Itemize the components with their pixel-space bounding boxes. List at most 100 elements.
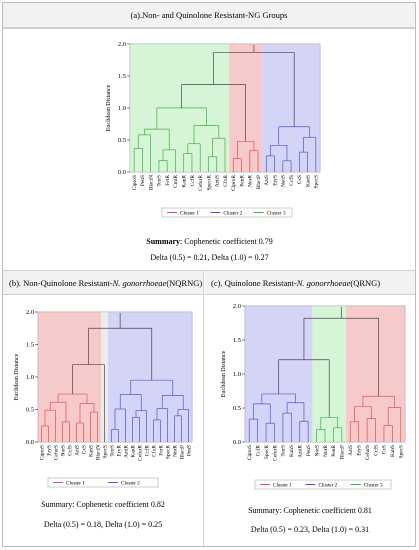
leaf-label: NorR xyxy=(248,175,254,187)
legend-label: Cluster 3 xyxy=(364,483,383,489)
divider xyxy=(203,271,204,546)
leaf-label: AztS xyxy=(348,445,354,456)
y-tick-label: 1.5 xyxy=(118,73,126,80)
leaf-label: PenS xyxy=(186,445,192,456)
leaf-label: SpecS xyxy=(102,445,108,458)
leaf-label: BlactN xyxy=(95,445,101,460)
leaf-label: AzitR xyxy=(123,445,129,458)
leaf-label: KanR xyxy=(130,445,136,458)
leaf-label: PenS xyxy=(306,445,312,456)
divider xyxy=(3,270,415,271)
y-tick-label: 2.0 xyxy=(233,303,241,310)
y-tick-label: 1.0 xyxy=(233,371,241,378)
leaf-label: AziS xyxy=(74,445,80,456)
leaf-label: AztS xyxy=(264,175,270,186)
leaf-label: TetrS xyxy=(157,175,163,187)
leaf-label: CmtR xyxy=(173,175,179,188)
legend-box xyxy=(161,207,293,218)
leaf-label: EryS xyxy=(272,175,278,186)
y-tick-label: 0.0 xyxy=(233,439,241,446)
y-tick-label: 1.0 xyxy=(118,105,126,112)
legend-box xyxy=(254,479,392,490)
panel-b-header: (b). Non-Quinolone Resistant- N. gonorrho… xyxy=(3,271,203,295)
leaf-label: TetrS xyxy=(109,445,115,457)
panel-c-title-prefix: (c). Quinolone Resistant- xyxy=(211,277,297,288)
leaf-label: CfxR xyxy=(150,445,157,457)
y-tick-label: 0.5 xyxy=(233,405,241,412)
cluster-band xyxy=(108,312,192,442)
panel-c-title-suffix: (QRNG) xyxy=(350,277,381,288)
y-axis-label: Euclidean Distance xyxy=(221,350,227,397)
leaf-label: EryR xyxy=(116,445,122,457)
y-tick-label: 1.5 xyxy=(233,337,241,344)
panel-a-summary: Summary: Cophenetic coefficient 0.79 xyxy=(0,237,419,246)
leaf-label: CefurR xyxy=(136,445,143,461)
y-tick-label: 0.0 xyxy=(118,169,126,176)
panel-b-title-italic: N. gonorrhoeae xyxy=(112,277,167,288)
leaf-label: KanS xyxy=(390,445,396,457)
y-axis-label: Euclidean Distance xyxy=(14,353,20,400)
summary-label: Summary xyxy=(146,237,181,246)
leaf-label: AzitR xyxy=(298,445,304,458)
leaf-label: SpecS xyxy=(399,445,405,458)
panel-b-summary: Summary: Cophenetic coefficient 0.82 xyxy=(41,500,165,509)
leaf-label: NorS xyxy=(314,445,320,456)
legend-label: Cluster 1 xyxy=(66,481,85,487)
leaf-label: CefurS xyxy=(52,445,59,460)
leaf-label: CiproS xyxy=(247,445,253,460)
leaf-label: CcfR xyxy=(189,175,196,187)
leaf-label: NorS xyxy=(60,445,66,456)
leaf-label: TetrS xyxy=(281,445,287,457)
leaf-label: CxS xyxy=(81,445,87,454)
leaf-label: CcfR xyxy=(143,445,150,457)
leaf-label: KanS xyxy=(289,445,295,457)
leaf-label: FerR xyxy=(158,445,164,456)
panel-c-delta: Delta (0.5) = 0.23, Delta (1.0) = 0.31 xyxy=(250,525,370,534)
leaf-label: BlactP xyxy=(179,445,185,459)
leaf-label: SpecS xyxy=(314,175,320,188)
leaf-label: CcfS xyxy=(66,445,73,456)
legend-box xyxy=(47,477,159,488)
leaf-label: NaoS xyxy=(281,175,287,187)
legend-label: Cluster 2 xyxy=(223,211,242,217)
legend-label: Cluster 1 xyxy=(273,483,292,489)
leaf-label: CcfS xyxy=(288,175,295,186)
leaf-label: SpecR xyxy=(264,445,270,459)
divider xyxy=(3,28,415,29)
leaf-label: KanR xyxy=(181,175,187,188)
legend-label: Cluster 1 xyxy=(180,211,199,217)
panel-a-delta: Delta (0.5) = 0.21, Delta (1.0) = 0.27 xyxy=(150,253,269,262)
y-tick-label: 0.5 xyxy=(118,137,126,144)
leaf-label: BlactP xyxy=(340,445,346,459)
leaf-label: KanS xyxy=(88,445,94,457)
leaf-label: CxS xyxy=(382,445,388,454)
y-tick-label: 0.0 xyxy=(26,439,34,446)
leaf-label: CiproR xyxy=(231,175,237,191)
y-tick-label: 1.5 xyxy=(26,342,34,349)
y-axis-label: Euclidean Distance xyxy=(106,84,112,131)
panel-a-title: Non- and Quinolone Resistant-NG Groups xyxy=(142,10,288,20)
leaf-label: EryS xyxy=(356,445,362,456)
legend-label: Cluster 3 xyxy=(267,211,286,217)
leaf-label: BlactN xyxy=(148,175,154,190)
leaf-label: CefurR xyxy=(271,445,278,461)
leaf-label: CiproS xyxy=(132,175,138,190)
leaf-label: FerR xyxy=(165,175,171,186)
y-tick-label: 2.0 xyxy=(118,41,126,48)
leaf-label: CxS xyxy=(297,175,303,184)
leaf-label: SpectR xyxy=(206,175,212,191)
leaf-label: CfxR xyxy=(222,175,229,187)
legend-label: Cluster 2 xyxy=(121,481,140,487)
y-tick-label: 1.0 xyxy=(26,374,34,381)
leaf-label: AzitS xyxy=(215,175,221,187)
panel-c-title-italic: N. gonorrhoeae xyxy=(296,277,351,288)
leaf-label: PenR xyxy=(331,445,337,457)
legend-label: Cluster 2 xyxy=(318,483,337,489)
panel-a-title-prefix: (a). xyxy=(130,10,143,20)
leaf-label: NorR xyxy=(172,445,178,457)
y-tick-label: 2.0 xyxy=(26,309,34,316)
panel-a-header: (a). Non- and Quinolone Resistant-NG Gro… xyxy=(3,3,415,28)
figure-frame xyxy=(2,2,416,547)
panel-b-title-prefix: (b). Non-Quinolone Resistant- xyxy=(9,277,113,288)
